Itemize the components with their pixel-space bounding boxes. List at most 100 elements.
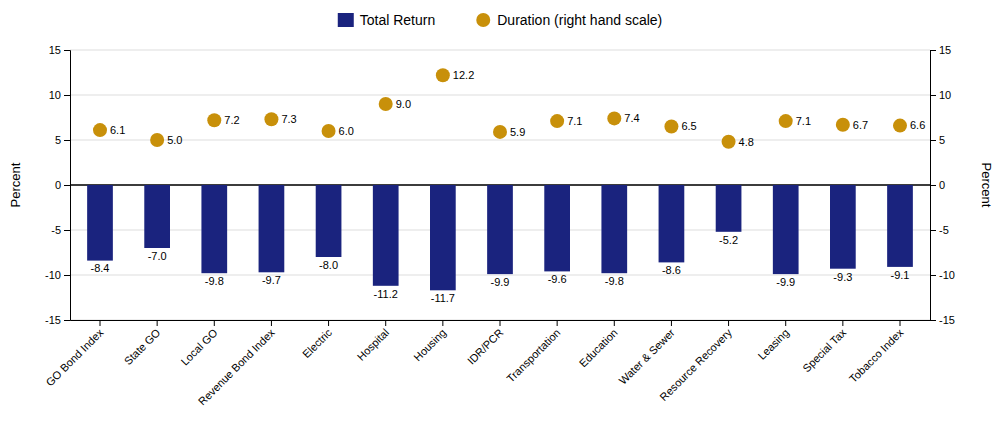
legend: Total ReturnDuration (right hand scale) xyxy=(338,12,662,28)
tick-label: IDR/PCR xyxy=(465,326,506,367)
tick: GO Bond Index xyxy=(43,320,105,388)
tick: Transportation xyxy=(504,320,562,385)
data-label: 7.1 xyxy=(796,115,811,127)
data-label: 5.0 xyxy=(167,134,182,146)
tick: -15 xyxy=(930,314,955,326)
data-label: -8.6 xyxy=(662,264,681,276)
bar xyxy=(773,185,799,274)
tick-label: -10 xyxy=(939,269,955,281)
tick: 5 xyxy=(930,134,945,146)
tick-mark xyxy=(930,275,936,276)
tick-label: 0 xyxy=(939,179,945,191)
bar xyxy=(659,185,685,262)
tick-label: Electric xyxy=(300,326,334,360)
grid-line xyxy=(70,95,930,96)
dot xyxy=(93,123,107,137)
data-label: -9.9 xyxy=(776,276,795,288)
tick: -5 xyxy=(930,224,949,236)
tick-mark xyxy=(64,275,70,276)
dot xyxy=(493,125,507,139)
tick-label: GO Bond Index xyxy=(43,326,105,388)
tick-label: -10 xyxy=(45,269,61,281)
axis-line xyxy=(931,51,937,321)
tick-mark xyxy=(557,320,558,326)
bar xyxy=(201,185,227,273)
dot xyxy=(322,124,336,138)
tick-mark xyxy=(614,320,615,326)
data-label: 4.8 xyxy=(739,136,754,148)
data-label: -9.1 xyxy=(891,269,910,281)
y-axis-title: Percent xyxy=(8,162,23,207)
dot xyxy=(893,119,907,133)
tick-label: Tobacco Index xyxy=(847,326,906,385)
data-labels: -8.4-7.0-9.8-9.7-8.0-11.2-11.7-9.9-9.6-9… xyxy=(91,69,926,304)
tick: Special Tax xyxy=(800,320,848,374)
tick: -15 xyxy=(45,314,70,326)
tick-label: Hospital xyxy=(355,326,392,363)
bar xyxy=(830,185,856,269)
bar xyxy=(316,185,342,257)
bar xyxy=(87,185,113,261)
dot xyxy=(550,114,564,128)
y-axis: -15-10-5051015 xyxy=(45,44,70,326)
tick-mark xyxy=(930,95,936,96)
tick: 0 xyxy=(55,179,70,191)
tick-mark xyxy=(785,320,786,326)
tick-mark xyxy=(271,320,272,326)
tick-label: 10 xyxy=(49,89,61,101)
tick-mark xyxy=(842,320,843,326)
data-label: -11.2 xyxy=(374,288,398,300)
legend-swatch xyxy=(338,13,354,27)
dot xyxy=(207,113,221,127)
tick: Revenue Bond Index xyxy=(196,320,277,407)
bar xyxy=(144,185,170,248)
tick-mark xyxy=(900,320,901,326)
tick-mark xyxy=(442,320,443,326)
dot xyxy=(836,118,850,132)
tick-label: -5 xyxy=(51,224,61,236)
tick-label: Revenue Bond Index xyxy=(196,326,277,407)
y2-axis-title: Percent xyxy=(979,163,994,208)
data-label: 7.1 xyxy=(567,115,582,127)
data-label: 6.5 xyxy=(681,120,696,132)
x-axis: GO Bond IndexState GOLocal GORevenue Bon… xyxy=(43,320,930,407)
tick-mark xyxy=(671,320,672,326)
grid xyxy=(70,50,930,320)
grid-line xyxy=(70,50,930,51)
data-label: 7.2 xyxy=(224,114,239,126)
tick: 10 xyxy=(930,89,951,101)
tick-label: 5 xyxy=(939,134,945,146)
plot: GO Bond IndexState GOLocal GORevenue Bon… xyxy=(43,44,955,407)
data-label: 6.1 xyxy=(110,124,125,136)
tick-mark xyxy=(728,320,729,326)
tick: Resource Recovery xyxy=(657,320,734,403)
tick: 5 xyxy=(55,134,70,146)
tick-label: 10 xyxy=(939,89,951,101)
tick: Electric xyxy=(300,320,334,360)
legend-label: Duration (right hand scale) xyxy=(497,12,662,28)
tick: 10 xyxy=(49,89,70,101)
tick-label: 0 xyxy=(55,179,61,191)
bar xyxy=(601,185,627,273)
dot xyxy=(264,112,278,126)
bar xyxy=(430,185,456,290)
tick: Education xyxy=(577,320,620,369)
tick-label: -15 xyxy=(939,314,955,326)
tick-label: -15 xyxy=(45,314,61,326)
tick-mark xyxy=(64,140,70,141)
tick-label: Water & Sewer xyxy=(616,326,677,387)
tick-label: -5 xyxy=(939,224,949,236)
tick-label: Leasing xyxy=(755,326,791,362)
tick-mark xyxy=(930,320,936,321)
data-label: -9.7 xyxy=(262,274,281,286)
chart: GO Bond IndexState GOLocal GORevenue Bon… xyxy=(0,0,1000,440)
tick: 0 xyxy=(930,179,945,191)
data-label: 6.0 xyxy=(339,125,354,137)
tick-label: Special Tax xyxy=(800,326,848,374)
data-label: 6.6 xyxy=(910,119,925,131)
tick-label: 15 xyxy=(939,44,951,56)
dot xyxy=(722,135,736,149)
data-label: -11.7 xyxy=(431,292,455,304)
dot-series xyxy=(93,68,907,149)
tick-mark xyxy=(64,185,70,186)
